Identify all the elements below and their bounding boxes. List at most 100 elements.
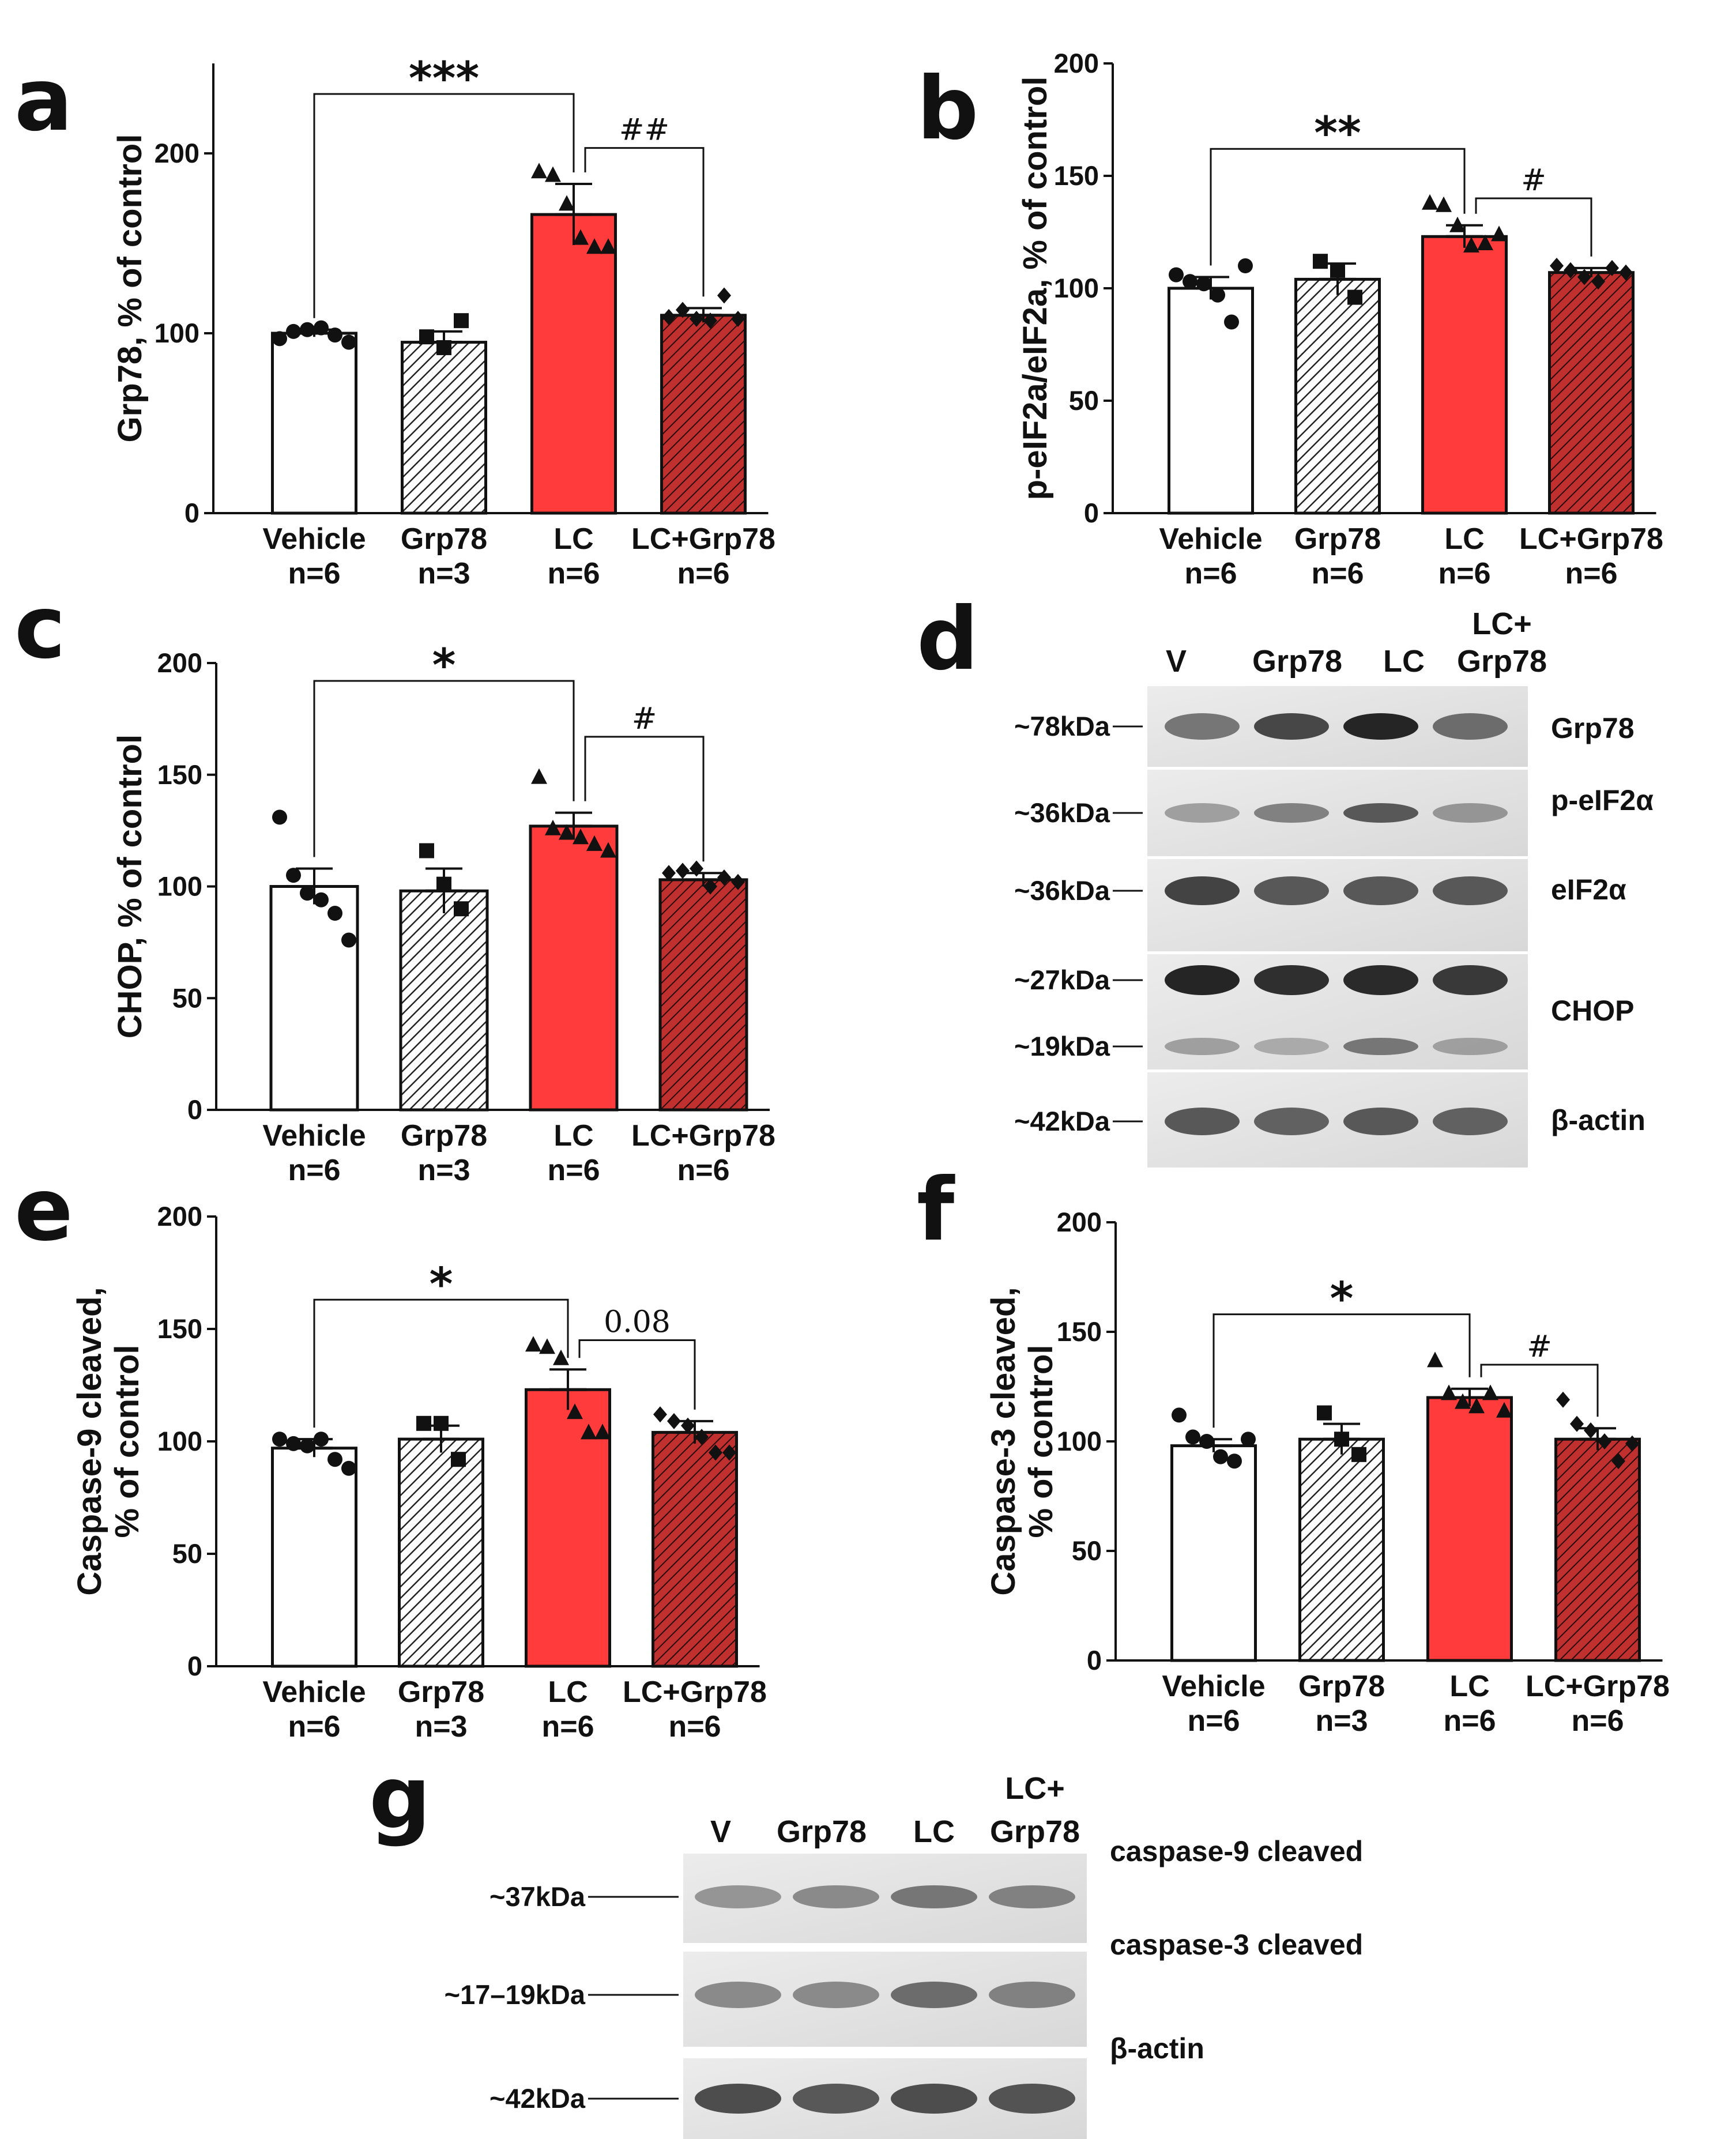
blot-band	[1343, 1108, 1418, 1135]
significance-bracket	[584, 147, 705, 297]
molecular-weight-label: ~27kDa	[1014, 965, 1110, 995]
data-point	[594, 1424, 611, 1440]
y-tick-label: 100	[157, 871, 202, 902]
n-label: n=3	[417, 557, 470, 590]
blot-band	[1343, 713, 1418, 740]
data-point	[586, 238, 602, 254]
n-label: n=6	[1443, 1704, 1496, 1738]
data-point	[553, 1349, 569, 1365]
significance-label: *	[430, 1259, 453, 1310]
data-point	[1625, 1435, 1639, 1452]
protein-label: p-eIF2α	[1551, 784, 1654, 816]
data-point	[341, 1460, 356, 1476]
lane-label: LC	[913, 1814, 955, 1849]
data-point	[1196, 276, 1211, 292]
bar-lc	[530, 213, 617, 515]
y-axis-label-line1: Caspase-9 cleaved,	[71, 1287, 108, 1595]
blot-band	[891, 2084, 977, 2114]
n-label: n=3	[1315, 1704, 1368, 1738]
protein-label: caspase-3 cleaved	[1110, 1929, 1363, 1961]
data-point	[731, 311, 745, 327]
data-point	[1449, 216, 1466, 232]
y-tick-label: 200	[155, 138, 199, 168]
data-point	[1199, 1434, 1214, 1449]
x-tick-label: LC+Grp78	[1519, 522, 1663, 556]
data-point	[416, 1415, 431, 1431]
y-tick-label: 0	[187, 1094, 202, 1125]
n-label: n=6	[1565, 557, 1617, 590]
data-point	[1477, 235, 1493, 250]
blot-band	[1254, 1108, 1329, 1135]
data-point	[703, 878, 717, 895]
molecular-weight-label: ~17–19kDa	[445, 1979, 586, 2010]
x-tick-label: Vehicle	[1162, 1670, 1265, 1703]
data-point	[1351, 1447, 1366, 1462]
data-point	[327, 1452, 342, 1467]
data-point	[1238, 258, 1253, 273]
data-point	[573, 229, 589, 245]
data-point	[722, 1444, 736, 1461]
data-point	[1491, 225, 1507, 242]
data-point	[300, 1438, 315, 1453]
data-point	[531, 163, 547, 179]
y-tick-label: 50	[172, 982, 202, 1013]
data-point	[1577, 269, 1591, 285]
bar-lc-grp78	[1554, 1437, 1641, 1662]
y-tick-label: 0	[1084, 498, 1099, 528]
data-point	[1210, 287, 1225, 303]
data-point	[436, 340, 451, 355]
blot-band	[695, 1885, 781, 1908]
y-axis-label-line2: % of control	[1022, 1345, 1060, 1538]
blot-band	[1343, 1038, 1418, 1055]
y-tick-label: 0	[187, 1651, 202, 1681]
data-point	[341, 334, 356, 350]
lane-label: Grp78	[990, 1814, 1080, 1849]
significance-label: **	[1314, 108, 1361, 160]
data-point	[1224, 314, 1239, 330]
blot-band	[1343, 965, 1418, 995]
y-tick-label: 150	[1057, 1316, 1102, 1347]
data-point	[695, 1429, 709, 1445]
bar-lc-grp78	[660, 314, 747, 515]
data-point	[559, 195, 575, 211]
n-label: n=6	[288, 1154, 340, 1187]
n-label: n=6	[541, 1710, 594, 1743]
significance-bracket	[1475, 197, 1592, 257]
data-point	[1241, 1432, 1256, 1447]
data-point	[600, 842, 616, 858]
n-label: n=3	[417, 1154, 470, 1187]
panel-letter-c: c	[14, 578, 66, 678]
data-point	[272, 809, 287, 825]
significance-bracket	[1480, 1364, 1599, 1417]
y-axis-label: CHOP, % of control	[111, 735, 149, 1038]
data-point	[1313, 254, 1328, 269]
data-point	[1317, 1405, 1332, 1421]
lane-label: Grp78	[777, 1814, 867, 1849]
y-tick-label: 50	[172, 1538, 202, 1569]
panel-letter-d: d	[917, 589, 978, 690]
y-tick-label: 150	[157, 1313, 202, 1344]
bar-vehicle	[1170, 1444, 1257, 1662]
significance-bracket	[313, 680, 575, 857]
significance-label: *	[432, 640, 456, 692]
data-point	[681, 1417, 695, 1434]
data-point	[676, 863, 690, 879]
data-point	[314, 320, 329, 336]
data-point	[300, 886, 315, 901]
data-point	[1422, 194, 1438, 210]
data-point	[1619, 264, 1633, 281]
panel-letter-f: f	[917, 1160, 955, 1260]
lane-label: Grp78	[1252, 644, 1342, 679]
data-point	[1172, 1407, 1187, 1423]
y-tick-label: 0	[1087, 1645, 1102, 1675]
data-point	[436, 876, 451, 892]
blot-band	[1433, 876, 1508, 905]
significance-bracket	[578, 1339, 696, 1410]
data-point	[1564, 262, 1577, 278]
data-point	[419, 329, 434, 345]
x-tick-label: LC	[1449, 1670, 1489, 1703]
x-tick-label: Vehicle	[262, 522, 366, 556]
bar-vehicle	[1168, 287, 1254, 515]
significance-label: #	[632, 702, 657, 736]
